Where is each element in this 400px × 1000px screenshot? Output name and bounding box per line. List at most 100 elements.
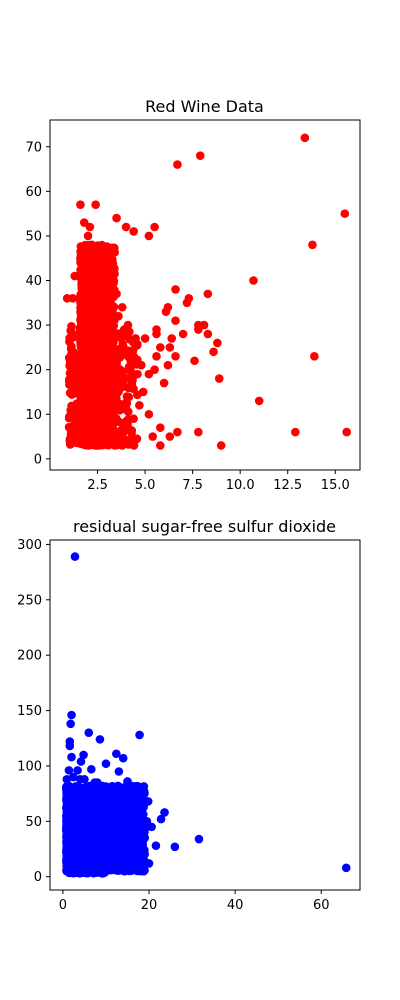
data-point [102,374,112,383]
data-point [127,792,137,802]
x-tick-label: 40 [227,898,244,913]
data-point [127,859,137,868]
x-tick-label: 0 [59,898,67,913]
data-point [91,253,100,263]
data-point [150,222,159,232]
y-tick-label: 0 [34,870,42,885]
data-point [194,427,203,437]
data-point [167,334,177,343]
data-point [135,401,144,410]
points-layer [62,552,351,878]
data-point [67,321,76,331]
data-point [156,423,165,432]
data-point [171,316,180,325]
data-point [123,423,133,432]
data-point [148,432,157,441]
data-point [87,793,97,802]
data-point [144,231,154,241]
data-point [73,409,82,419]
data-point [96,395,106,405]
data-point [119,325,129,334]
data-point [80,860,89,869]
data-point [118,753,128,763]
data-point [77,293,86,303]
data-point [93,298,102,308]
data-point [104,329,114,339]
data-point [171,285,180,294]
red-wine-chart: Red Wine Data 2.5 5.0 7.5 10.0 12.5 15.0 0102… [25,97,361,493]
data-point [147,822,156,832]
data-point [76,200,85,210]
data-point [129,227,138,236]
data-point [291,427,300,437]
data-point [67,426,77,436]
x-tick-label: 7.5 [182,478,203,493]
data-point [161,307,171,317]
data-point [127,360,137,370]
data-point [77,370,87,379]
data-point [83,359,93,369]
data-point [133,841,143,851]
data-point [82,402,91,411]
data-point [106,310,116,320]
data-point [139,866,149,876]
x-axis: 2.5 5.0 7.5 10.0 12.5 15.0 [87,470,350,493]
data-point [178,329,188,339]
data-point [92,852,102,861]
data-point [76,789,86,798]
data-point [84,728,94,738]
data-point [110,352,119,361]
data-point [93,866,102,876]
data-point [100,415,109,425]
data-point [128,828,137,837]
data-point [119,401,129,410]
data-point [131,785,141,794]
data-point [133,369,142,379]
data-point [68,355,78,365]
y-tick-label: 0 [34,452,42,467]
data-point [81,258,91,267]
data-point [216,441,226,450]
data-point [308,240,317,250]
data-point [64,781,74,791]
chart-title: Red Wine Data [145,97,264,116]
data-point [300,133,310,143]
data-point [69,843,79,853]
data-point [93,365,103,375]
data-point [86,347,96,357]
data-point [138,810,148,819]
y-tick-label: 40 [25,274,42,289]
data-point [69,379,78,389]
data-point [173,160,182,169]
data-point [76,314,85,324]
data-point [144,369,154,379]
data-point [87,412,97,422]
data-point [94,434,103,443]
data-point [76,757,86,766]
data-point [96,241,105,250]
data-point [170,842,180,852]
data-point [71,857,81,867]
data-point [78,271,87,281]
data-point [87,240,97,250]
data-point [67,752,76,762]
data-point [103,294,112,303]
data-point [90,355,100,365]
data-point [85,222,95,232]
data-point [83,231,93,241]
data-point [109,321,118,331]
data-point [62,828,72,837]
data-point [117,343,127,352]
data-point [65,741,75,751]
data-point [203,329,213,339]
data-point [214,374,224,383]
data-point [92,419,102,429]
data-point [114,311,123,321]
data-point [63,850,73,859]
data-point [123,777,132,786]
data-point [131,805,141,815]
y-tick-label: 200 [17,649,42,664]
data-point [123,352,133,361]
data-point [76,385,86,395]
